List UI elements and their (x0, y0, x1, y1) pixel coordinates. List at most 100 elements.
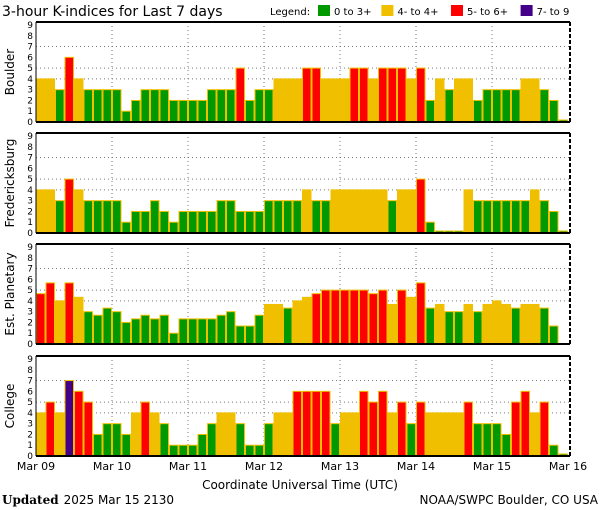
bar (140, 401, 150, 457)
bar (93, 200, 103, 234)
bar (520, 390, 530, 457)
bar (473, 200, 483, 234)
bar (45, 78, 55, 123)
legend-entry: 7- to 9 (537, 7, 570, 18)
bar (340, 78, 350, 123)
bar (349, 189, 359, 234)
bar (207, 423, 217, 457)
y-tick-label: 4 (27, 75, 33, 85)
bar (416, 401, 426, 457)
bar (36, 293, 46, 345)
bar (197, 318, 207, 345)
bar (425, 221, 435, 234)
bar (93, 433, 103, 457)
bar (74, 189, 84, 234)
bar (321, 78, 331, 123)
bar (64, 56, 74, 123)
bar (226, 412, 236, 457)
bar (216, 314, 226, 345)
bar (36, 412, 46, 457)
y-tick-label: 8 (27, 366, 33, 376)
bar (131, 318, 141, 345)
bar (74, 390, 84, 457)
bar (416, 282, 426, 345)
bar (216, 89, 226, 123)
bar (511, 200, 521, 234)
bar (302, 189, 312, 234)
bar (254, 444, 264, 457)
bar (511, 89, 521, 123)
bar (359, 390, 369, 457)
bar (264, 200, 274, 234)
bar (511, 401, 521, 457)
bar (482, 303, 492, 345)
bar (463, 303, 473, 345)
x-tick-label: Mar 11 (169, 460, 207, 473)
bar (45, 401, 55, 457)
bar (330, 189, 340, 234)
updated-text: Updated 2025 Mar 15 2130 (2, 493, 174, 507)
legend-entry: 0 to 3+ (334, 7, 372, 18)
bar (454, 412, 464, 457)
bar (226, 311, 236, 345)
bar (150, 200, 160, 234)
bar (501, 200, 511, 234)
bar (245, 210, 255, 234)
bar (178, 444, 188, 457)
bar (454, 78, 464, 123)
y-tick-label: 7 (27, 377, 33, 387)
bar (292, 78, 302, 123)
y-tick-label: 6 (27, 53, 33, 63)
bar (159, 314, 169, 345)
bar (102, 89, 112, 123)
bar (283, 412, 293, 457)
bar (454, 311, 464, 345)
bar (321, 390, 331, 457)
bar (425, 307, 435, 345)
y-tick-label: 1 (27, 218, 33, 228)
bar (302, 390, 312, 457)
bar (368, 189, 378, 234)
bar (55, 89, 65, 123)
bar (197, 99, 207, 123)
bar (349, 289, 359, 345)
y-tick-label: 9 (27, 243, 33, 253)
x-tick-label: Mar 16 (549, 460, 587, 473)
bar (549, 325, 559, 345)
bar (311, 293, 321, 345)
bar (150, 89, 160, 123)
bar (378, 189, 388, 234)
bar (492, 200, 502, 234)
bar (188, 444, 198, 457)
x-tick-label: Mar 09 (17, 460, 55, 473)
x-tick-label: Mar 10 (93, 460, 131, 473)
y-tick-label: 8 (27, 254, 33, 264)
y-tick-label: 1 (27, 107, 33, 117)
bar (121, 321, 131, 345)
bar (112, 200, 122, 234)
bar (406, 423, 416, 457)
chart-title: 3-hour K-indices for Last 7 days (2, 4, 223, 20)
bar (330, 78, 340, 123)
bar (273, 78, 283, 123)
bar (492, 89, 502, 123)
bar (520, 78, 530, 123)
bar (169, 99, 179, 123)
bar (169, 332, 179, 345)
bar (140, 89, 150, 123)
bar (235, 210, 245, 234)
bar (207, 210, 217, 234)
bar (226, 89, 236, 123)
bar (387, 200, 397, 234)
bar (140, 314, 150, 345)
bar (349, 412, 359, 457)
bar (131, 412, 141, 457)
bar (292, 200, 302, 234)
bar (549, 99, 559, 123)
y-tick-label: 8 (27, 32, 33, 42)
y-tick-label: 1 (27, 329, 33, 339)
bar (264, 89, 274, 123)
y-tick-label: 5 (27, 398, 33, 408)
